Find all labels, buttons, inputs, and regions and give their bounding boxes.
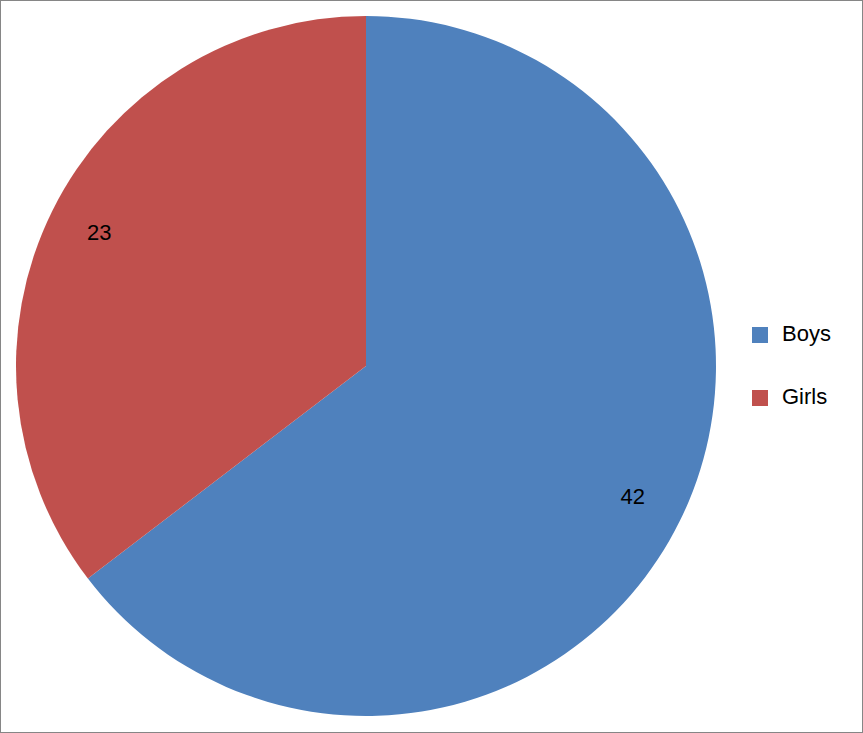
legend: Boys Girls bbox=[752, 321, 831, 409]
legend-swatch bbox=[752, 390, 768, 406]
legend-label: Boys bbox=[782, 321, 831, 346]
chart-svg: 42 23 Boys Girls bbox=[0, 0, 863, 733]
data-labels: 42 23 bbox=[87, 220, 645, 509]
chart-container: 42 23 Boys Girls bbox=[0, 0, 863, 733]
data-label: 42 bbox=[620, 484, 644, 509]
chart-frame bbox=[1, 1, 863, 733]
pie-slices bbox=[16, 16, 716, 716]
data-label: 23 bbox=[87, 220, 111, 245]
legend-swatch bbox=[752, 327, 768, 343]
legend-label: Girls bbox=[782, 384, 827, 409]
pie-slice bbox=[16, 16, 366, 579]
